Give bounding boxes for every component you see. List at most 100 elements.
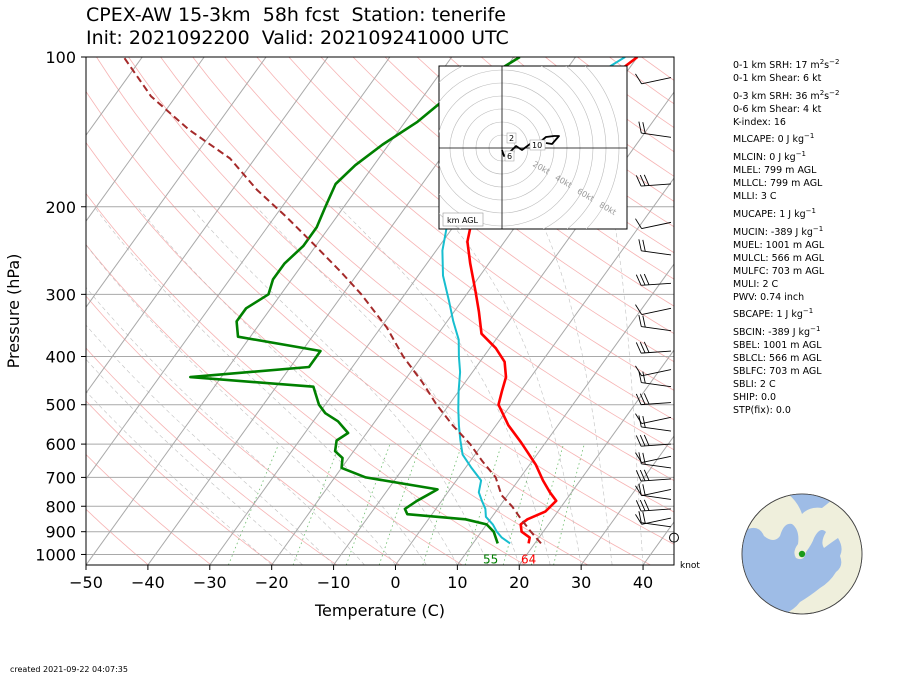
index-row: MLLCL: 799 m AGL xyxy=(733,178,839,190)
index-unit-exponent: −1 xyxy=(810,325,821,334)
dewpoint-surface-label: 55 xyxy=(483,552,498,566)
dry-adiabat xyxy=(86,295,400,565)
index-unit-exponent: −1 xyxy=(812,224,824,233)
isotherm xyxy=(456,263,674,565)
y-tick-label: 200 xyxy=(45,198,76,217)
x-tick-label: 0 xyxy=(390,573,400,592)
index-label: SHIP: xyxy=(733,392,761,404)
axes: 55 64 −50 −40 −30 −20 −10 0 10 20 30 40 100 200 300 400… xyxy=(4,48,653,620)
index-row: MULCL: 566 m AGL xyxy=(733,253,839,265)
indices-panel: 0-1 km SRH: 17 m2s−2 0-1 km Shear: 6 kt 0-… xyxy=(733,57,839,418)
created-timestamp: created 2021-09-22 04:07:35 xyxy=(10,665,128,674)
index-row: K-index: 16 xyxy=(733,117,839,129)
index-value: -389 J kg xyxy=(768,327,811,339)
index-label: STP(fix): xyxy=(733,405,776,417)
hodograph-height-label: 2 xyxy=(509,134,514,143)
hodograph-label-box xyxy=(504,150,515,162)
index-row: MUCAPE: 1 J kg−1 xyxy=(733,206,839,221)
index-row: MLCAPE: 0 J kg−1 xyxy=(733,131,839,146)
index-row: MULI: 2 C xyxy=(733,279,839,291)
y-tick-label: 800 xyxy=(45,497,76,516)
isotherm xyxy=(86,57,329,394)
wind-barb xyxy=(635,73,672,85)
index-label: 0-1 km Shear: xyxy=(733,73,803,85)
isotherm xyxy=(333,91,674,565)
index-row: MULFC: 703 m AGL xyxy=(733,266,839,278)
wind-barbs xyxy=(635,73,679,543)
index-unit: s xyxy=(824,60,830,72)
x-tick-label: 20 xyxy=(509,573,529,592)
moist-adiabat xyxy=(137,206,458,565)
index-label: 0-3 km SRH: xyxy=(733,90,796,102)
index-label: MLCAPE: xyxy=(733,134,778,146)
background-lines xyxy=(86,57,674,565)
x-tick-label: 10 xyxy=(447,573,467,592)
index-label: MULFC: xyxy=(733,265,772,277)
chart-title: CPEX-AW 15-3km 58h fcst Station: tenerif… xyxy=(86,4,509,50)
moist-adiabat xyxy=(86,324,334,565)
isotherm xyxy=(86,57,205,222)
isotherm xyxy=(395,177,674,565)
plot-frame xyxy=(85,56,675,566)
index-label: SBLFC: xyxy=(733,366,770,378)
dry-adiabat xyxy=(86,508,149,565)
dry-adiabat xyxy=(86,192,526,565)
y-tick-label: 400 xyxy=(45,348,76,367)
index-value: 36 m xyxy=(795,90,820,102)
index-label: K-index: xyxy=(733,116,774,128)
index-value: 566 m AGL xyxy=(769,353,822,365)
index-row: SBCIN: -389 J kg−1 xyxy=(733,324,839,339)
index-value: 1001 m AGL xyxy=(765,239,825,251)
index-row: MLCIN: 0 J kg−1 xyxy=(733,149,839,164)
index-row: STP(fix): 0.0 xyxy=(733,405,839,417)
x-tick-label: −20 xyxy=(255,573,289,592)
moist-adiabat xyxy=(86,390,272,565)
index-row: MUEL: 1001 m AGL xyxy=(733,240,839,252)
index-label: MULI: xyxy=(733,278,763,290)
index-value: 4 kt xyxy=(803,103,822,115)
isotherm xyxy=(86,57,391,480)
index-row: 0-1 km Shear: 6 kt xyxy=(733,73,839,85)
index-value: 6 kt xyxy=(803,73,822,85)
temperature-surface-label: 64 xyxy=(521,552,536,566)
dry-adiabat xyxy=(86,347,337,565)
y-tick-label: 700 xyxy=(45,468,76,487)
dewpoint-profile xyxy=(189,57,521,544)
index-label: MUCAPE: xyxy=(733,209,780,221)
index-label: 0-6 km Shear: xyxy=(733,103,803,115)
dry-adiabat xyxy=(288,57,674,363)
index-value: 1001 m AGL xyxy=(763,340,822,352)
x-tick-label: 40 xyxy=(633,573,653,592)
wind-barb xyxy=(638,239,672,256)
wind-barb xyxy=(635,469,672,482)
index-unit: s xyxy=(824,90,830,102)
dry-adiabat xyxy=(320,57,674,335)
dry-adiabat xyxy=(160,57,674,482)
dry-adiabat xyxy=(86,141,588,565)
y-tick-label: 100 xyxy=(45,48,76,67)
index-value: 0 J kg xyxy=(769,152,796,164)
index-unit-exponent: −2 xyxy=(829,88,840,97)
isotherm xyxy=(86,57,453,565)
wind-barb xyxy=(635,174,672,187)
y-tick-label: 500 xyxy=(45,396,76,415)
index-label: 0-1 km SRH: xyxy=(733,60,796,72)
isotherm xyxy=(518,349,674,565)
mixing-ratio-line xyxy=(553,443,585,565)
mixing-ratio-line xyxy=(422,443,463,565)
wind-unit-label: knot xyxy=(680,561,700,571)
dry-adiabat xyxy=(256,57,674,391)
wind-barb xyxy=(638,511,672,528)
moist-adiabat xyxy=(338,206,551,565)
hodograph-unit-box xyxy=(442,212,484,227)
hodograph-label-box xyxy=(529,139,546,151)
index-label: SBCAPE: xyxy=(733,309,777,321)
index-unit-exponent: 2 xyxy=(819,58,825,66)
dry-adiabat xyxy=(86,243,463,565)
wind-barb xyxy=(635,434,672,447)
wind-barb xyxy=(635,304,672,315)
index-row: MLLI: 3 C xyxy=(733,191,839,203)
index-row: PWV: 0.74 inch xyxy=(733,292,839,304)
index-value: 16 xyxy=(773,116,786,128)
